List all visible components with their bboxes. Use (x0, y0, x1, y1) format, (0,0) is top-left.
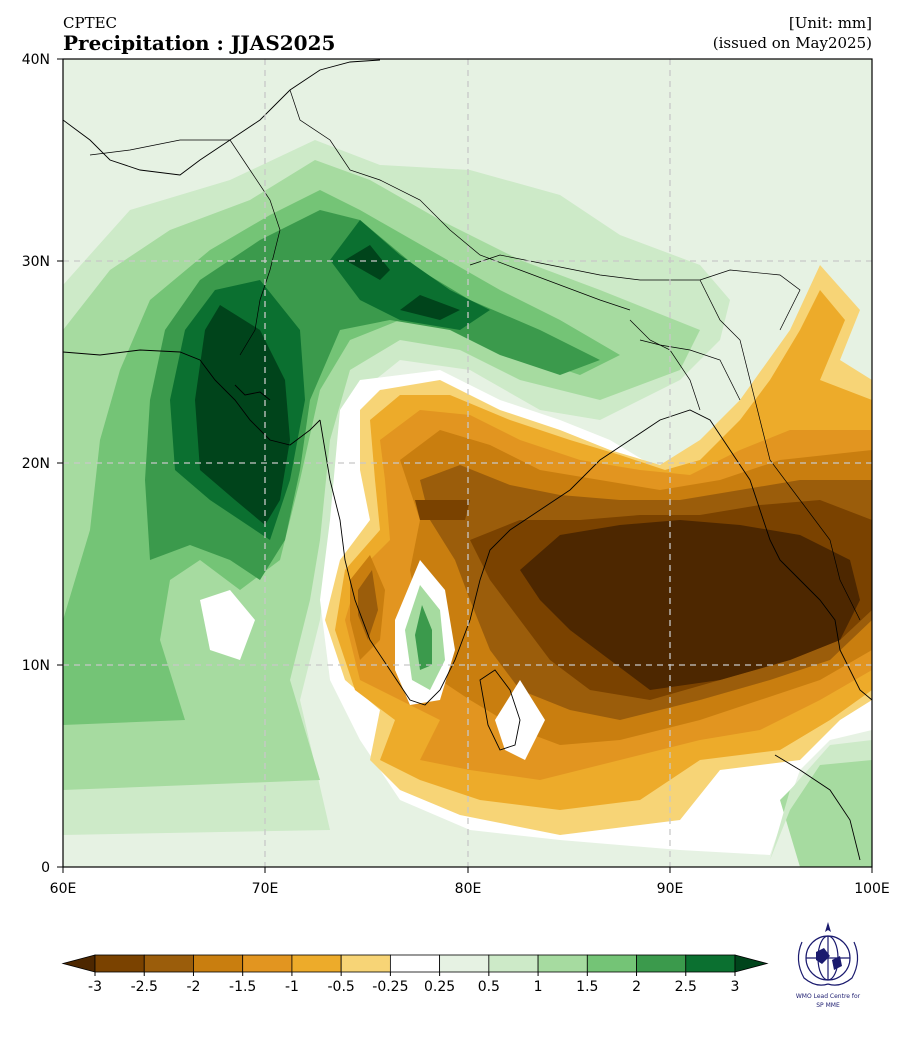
issued-label: (issued on May2025) (712, 34, 872, 52)
x-tick-100e: 100E (854, 881, 890, 897)
colorbar-label: -1.5 (229, 979, 256, 995)
colorbar-swatch (291, 954, 342, 973)
y-tick-10n: 10N (22, 658, 50, 674)
colorbar-extend-high (734, 954, 769, 973)
y-tick-labels: 0 10N 20N 30N 40N (22, 52, 50, 876)
source-label: CPTEC (63, 14, 118, 32)
x-tick-60e: 60E (50, 881, 77, 897)
y-tick-20n: 20N (22, 456, 50, 472)
colorbar-swatch (685, 954, 736, 973)
x-tick-80e: 80E (455, 881, 482, 897)
logo-line2: SP MME (816, 1002, 840, 1009)
colorbar-swatch (340, 954, 391, 973)
colorbar-label: 2.5 (675, 979, 697, 995)
colorbar-swatch (586, 954, 637, 973)
wmo-logo: WMO Lead Centre for SP MME (796, 922, 861, 1009)
colorbar-swatch (439, 954, 490, 973)
colorbar-label: 0.5 (478, 979, 500, 995)
axis-ticks (57, 58, 873, 873)
gridlines (63, 59, 872, 867)
colorbar-label: 1.5 (576, 979, 598, 995)
colorbar-label: -0.5 (327, 979, 354, 995)
colorbar-extend-low (61, 954, 96, 973)
y-tick-0: 0 (41, 860, 50, 876)
map-title: Precipitation : JJAS2025 (63, 31, 336, 55)
x-tick-labels: 60E 70E 80E 90E 100E (50, 881, 890, 897)
colorbar-swatch (94, 954, 145, 973)
colorbar-label: -3 (88, 979, 102, 995)
wet-patch-south-3 (415, 605, 432, 670)
unit-label: [Unit: mm] (788, 14, 872, 32)
colorbar-swatch (193, 954, 244, 973)
wet-anomaly-6 (195, 245, 460, 525)
colorbar-label: 3 (731, 979, 740, 995)
colorbar-swatch (143, 954, 194, 973)
coastlines (63, 59, 872, 861)
y-tick-30n: 30N (22, 254, 50, 270)
neutral-patch-1 (200, 590, 255, 660)
dry-anomaly-7 (520, 520, 860, 690)
colorbar-label: -2 (186, 979, 200, 995)
colorbar-swatch (537, 954, 588, 973)
colorbar-swatch (636, 954, 687, 973)
colorbar-swatch (242, 954, 293, 973)
y-tick-40n: 40N (22, 52, 50, 68)
x-tick-70e: 70E (252, 881, 279, 897)
colorbar-label: -2.5 (131, 979, 158, 995)
colorbar-label: 1 (534, 979, 543, 995)
colorbar-label: -1 (285, 979, 299, 995)
x-tick-90e: 90E (657, 881, 684, 897)
colorbar-swatch (488, 954, 539, 973)
colorbar: -3 -2.5 -2 -1.5 -1 -0.5 -0.25 0.25 0.5 1 1.5 2 2.5 3 (61, 954, 769, 995)
logo-line1: WMO Lead Centre for (796, 993, 861, 1000)
colorbar-swatch (389, 954, 441, 973)
wet-patch-east-2 (770, 740, 872, 860)
colorbar-label: 2 (632, 979, 641, 995)
colorbar-label: -0.25 (372, 979, 408, 995)
anomaly-field (63, 59, 872, 867)
colorbar-label: 0.25 (424, 979, 455, 995)
